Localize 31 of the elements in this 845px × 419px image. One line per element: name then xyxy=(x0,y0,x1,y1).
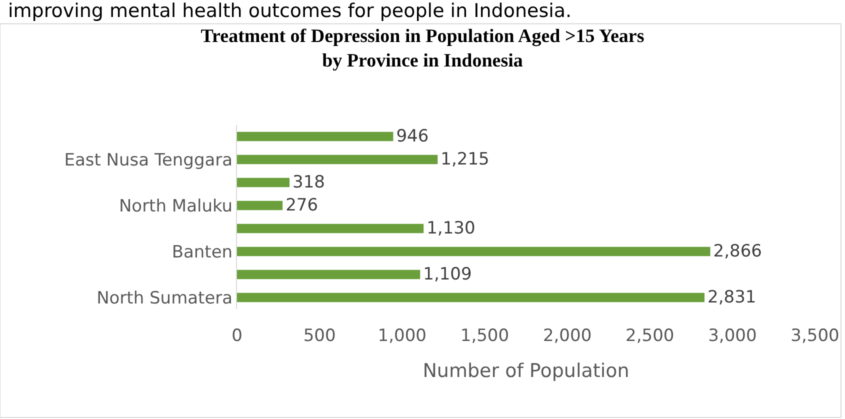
bar xyxy=(237,200,283,210)
data-label: 276 xyxy=(286,196,318,216)
x-tick-label: 2,000 xyxy=(542,326,592,346)
bar xyxy=(237,132,394,142)
x-tick-label: 3,000 xyxy=(708,326,757,346)
y-tick-label: North Sumatera xyxy=(96,288,233,308)
chart-title: Treatment of Depression in Population Aged >15 Years by Province in Indonesia xyxy=(200,26,644,72)
x-tick-label: 3,500 xyxy=(790,326,840,346)
x-tick-label: 1,500 xyxy=(460,326,510,346)
data-label: 1,215 xyxy=(440,150,490,170)
x-tick-label: 2,500 xyxy=(626,326,674,346)
data-label: 1,130 xyxy=(426,218,476,238)
data-label: 2,866 xyxy=(713,242,762,262)
x-tick-label: 0 xyxy=(232,326,242,346)
bar xyxy=(237,246,710,256)
y-tick-label: North Maluku xyxy=(118,196,233,216)
bar xyxy=(237,224,424,234)
data-label: 2,831 xyxy=(708,288,756,308)
bar xyxy=(237,154,438,164)
bar xyxy=(237,292,705,302)
x-tick-label: 500 xyxy=(303,326,336,346)
data-label: 1,109 xyxy=(423,264,472,284)
y-tick-label: East Nusa Tenggara xyxy=(64,150,233,170)
data-label: 946 xyxy=(396,126,429,146)
text: improving mental health outcomes for people in Indonesia. xyxy=(8,0,572,22)
y-tick-label: Banten xyxy=(172,242,233,262)
bar xyxy=(237,270,420,280)
x-tick-label: 1,000 xyxy=(378,326,426,346)
x-axis-title: Number of Population xyxy=(422,360,630,382)
data-label: 318 xyxy=(292,172,325,192)
bar xyxy=(237,178,290,188)
